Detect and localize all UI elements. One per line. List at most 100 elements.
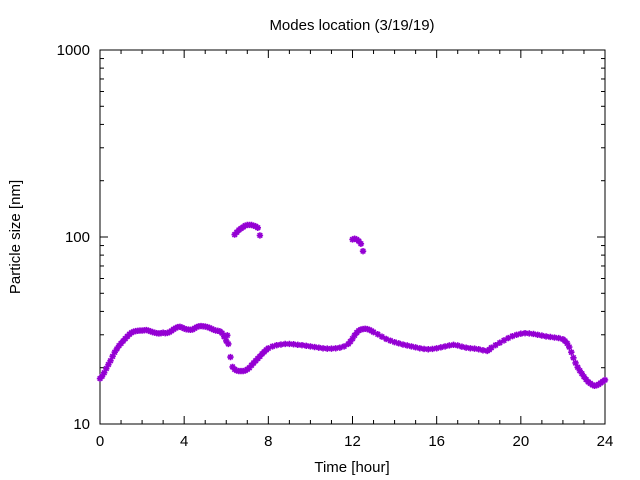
data-point [408,343,415,350]
data-point [315,344,323,351]
data-point [542,333,550,340]
data-point [307,343,314,350]
data-point [286,340,293,348]
data-point [538,332,546,339]
data-point [224,332,231,339]
data-point [395,340,402,347]
data-point [576,367,583,374]
data-point [336,344,344,351]
data-point [370,328,377,336]
data-point [113,345,121,353]
data-point [404,342,411,349]
data-point [98,373,106,380]
data-point [500,337,508,344]
data-point [303,342,310,349]
chart-title: Modes location (3/19/19) [269,17,434,34]
x-tick-label: 8 [264,433,272,450]
data-point [359,247,367,255]
data-point [349,335,356,342]
data-point [223,337,230,345]
data-point [471,345,478,352]
data-point [555,334,562,342]
data-point [225,340,232,348]
data-point [256,232,264,239]
y-tick-label: 10 [73,416,90,433]
data-point [547,333,554,341]
data-point [254,224,262,231]
data-point [328,345,335,352]
data-point [601,376,609,384]
data-point [265,345,272,352]
data-point [387,337,394,344]
data-point [517,330,525,337]
data-point [530,330,537,338]
data-point [324,345,331,352]
data-point [446,342,453,349]
data-point [281,340,289,348]
data-point [107,357,114,364]
data-point [416,345,424,352]
data-point [479,347,487,354]
data-point [319,345,327,352]
data-point [311,343,318,351]
data-point [437,344,445,351]
data-point [475,346,482,353]
data-point [458,343,466,350]
data-point [574,364,581,371]
data-point [391,338,398,346]
x-tick-label: 12 [344,433,361,450]
data-point [488,344,495,351]
data-point [355,237,363,245]
data-point [220,333,228,340]
data-point [580,373,588,380]
data-point [425,346,432,353]
data-point [563,340,571,347]
data-point [467,345,474,352]
data-point [399,341,407,348]
data-point [513,331,520,338]
data-point [101,369,108,376]
y-axis-label: Particle size [nm] [7,180,24,294]
data-point [570,354,577,361]
data-point [374,331,381,338]
data-point [521,329,529,337]
data-point [551,334,558,341]
data-point [496,339,503,346]
x-tick-label: 0 [96,433,104,450]
data-point [566,343,573,351]
data-point [505,334,512,342]
data-point [227,353,234,361]
data-point [526,330,533,337]
data-point [340,343,348,350]
y-tick-label: 1000 [57,42,90,59]
data-point [105,361,112,368]
data-point [578,370,586,377]
data-point [441,343,449,350]
data-point [534,331,541,338]
data-point [111,349,118,356]
data-point [298,341,306,349]
data-point [294,341,301,349]
x-axis: 0 4 8 12 16 20 24 [96,50,614,450]
data-point [103,365,110,372]
data-point [332,345,339,352]
x-tick-label: 4 [180,433,188,450]
data-points [96,221,609,390]
data-point [218,329,226,337]
x-tick-label: 16 [428,433,445,450]
data-point [347,338,354,345]
y-tick-label: 100 [65,229,90,246]
x-axis-label: Time [hour] [314,459,389,476]
data-point [568,349,575,356]
x-tick-label: 20 [512,433,529,450]
data-point [509,332,516,340]
x-tick-label: 24 [597,433,614,450]
data-point [273,341,280,349]
data-point [492,341,499,349]
data-point [572,359,579,367]
data-point [357,240,365,247]
data-point [351,235,358,242]
data-point [378,333,386,340]
data-point [462,344,470,351]
